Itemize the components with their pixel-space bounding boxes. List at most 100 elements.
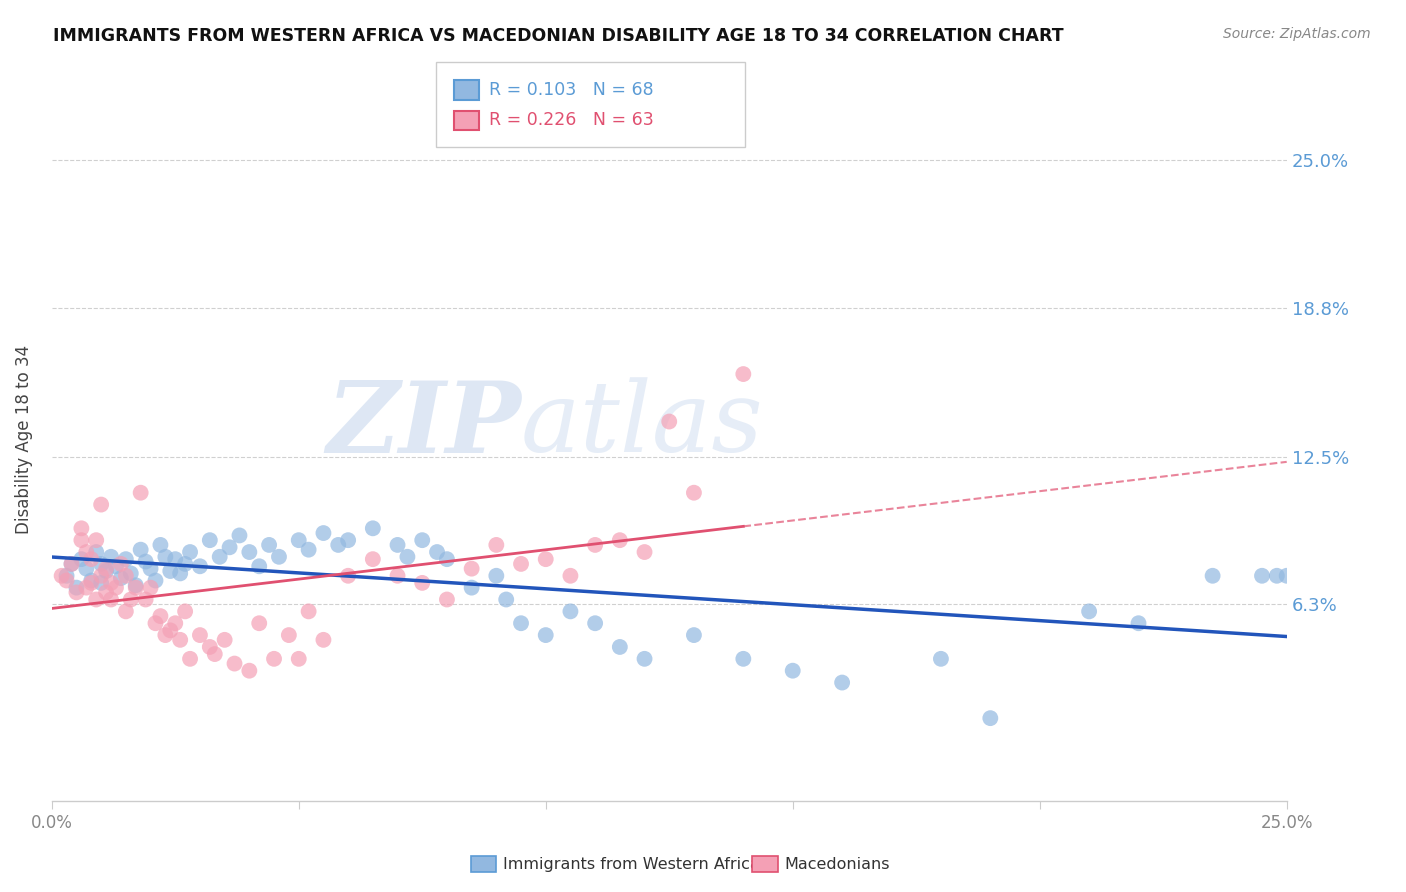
Point [328,538,350,552]
Point [583,616,606,631]
Point [90,568,112,582]
Point [198,640,221,654]
Text: IMMIGRANTS FROM WESTERN AFRICA VS MACEDONIAN DISABILITY AGE 18 TO 34 CORRELATION: IMMIGRANTS FROM WESTERN AFRICA VS MACEDO… [53,27,1064,45]
Point [683,485,706,500]
Point [337,533,360,548]
Point [145,616,167,631]
Point [510,616,533,631]
Point [75,562,97,576]
Point [135,592,157,607]
Point [733,652,755,666]
Text: Immigrants from Western Africa: Immigrants from Western Africa [503,857,761,871]
Point [1078,604,1101,618]
Point [267,549,290,564]
Point [1275,568,1298,582]
Point [70,552,93,566]
Point [65,585,87,599]
Point [104,559,127,574]
Text: R = 0.226   N = 63: R = 0.226 N = 63 [489,112,654,129]
Point [75,581,97,595]
Point [80,575,103,590]
Point [411,533,433,548]
Point [145,574,167,588]
Point [159,624,181,638]
Point [1201,568,1223,582]
Text: R = 0.103   N = 68: R = 0.103 N = 68 [489,81,654,99]
Point [60,557,83,571]
Point [426,545,449,559]
Point [1128,616,1150,631]
Point [609,533,631,548]
Point [55,574,77,588]
Point [115,604,138,618]
Point [90,498,112,512]
Point [174,604,197,618]
Point [361,552,384,566]
Point [218,541,240,555]
Point [125,581,148,595]
Point [94,585,117,599]
Point [80,552,103,566]
Point [633,545,655,559]
Point [149,538,172,552]
Point [139,562,162,576]
Point [263,652,285,666]
Point [609,640,631,654]
Point [204,647,226,661]
Point [1251,568,1274,582]
Point [831,675,853,690]
Point [298,604,321,618]
Point [733,367,755,381]
Point [534,552,557,566]
Point [120,566,142,581]
Point [1265,568,1288,582]
Point [125,578,148,592]
Point [560,604,582,618]
Point [51,568,73,582]
Text: ZIP: ZIP [326,376,522,473]
Point [929,652,952,666]
Point [238,545,260,559]
Point [534,628,557,642]
Point [277,628,299,642]
Point [84,545,107,559]
Point [495,592,517,607]
Point [214,632,236,647]
Point [247,616,270,631]
Point [94,564,117,578]
Point [110,571,132,585]
Point [658,415,681,429]
Point [782,664,804,678]
Point [208,549,231,564]
Point [583,538,606,552]
Text: Macedonians: Macedonians [785,857,890,871]
Point [287,533,309,548]
Point [60,557,83,571]
Point [129,542,152,557]
Point [104,581,127,595]
Y-axis label: Disability Age 18 to 34: Disability Age 18 to 34 [15,345,32,534]
Point [337,568,360,582]
Point [228,528,250,542]
Point [120,592,142,607]
Point [436,552,458,566]
Point [135,555,157,569]
Text: Source: ZipAtlas.com: Source: ZipAtlas.com [1223,27,1371,41]
Point [169,566,191,581]
Point [633,652,655,666]
Point [155,549,177,564]
Point [100,575,122,590]
Point [436,592,458,607]
Point [238,664,260,678]
Point [683,628,706,642]
Point [149,609,172,624]
Point [247,559,270,574]
Point [55,568,77,582]
Point [94,562,117,576]
Point [169,632,191,647]
Point [460,581,482,595]
Point [485,568,508,582]
Point [979,711,1001,725]
Point [179,652,201,666]
Point [90,557,112,571]
